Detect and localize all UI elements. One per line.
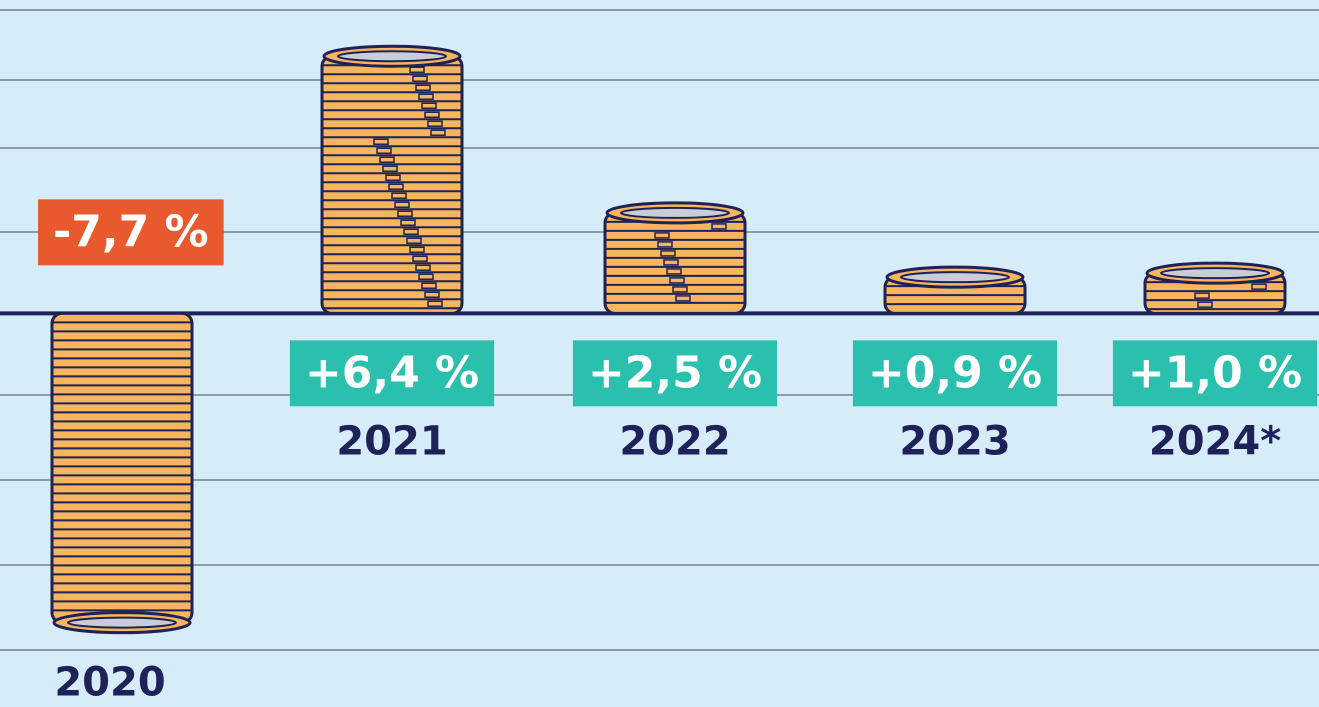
- value-label: +6,4 %: [305, 347, 479, 398]
- x-tick-label: 2024*: [1149, 418, 1281, 464]
- chart: -7,7 % 2020 +6,4 % 2021 +2,5 % 2022 +0,9 % 2023…: [0, 0, 1319, 707]
- coin-face-inner: [901, 272, 1009, 282]
- bar: [52, 313, 192, 622]
- x-tick-label: 2020: [54, 660, 165, 706]
- coin-stack: [1145, 263, 1285, 313]
- coin-face-inner: [68, 618, 176, 628]
- coin-face-inner: [338, 51, 446, 61]
- value-label: +2,5 %: [588, 347, 762, 398]
- value-label: +0,9 %: [868, 347, 1042, 398]
- page: {"chart_data": {"type": "bar", "categori…: [0, 0, 1319, 707]
- value-label: -7,7 %: [53, 206, 209, 257]
- coin-stack: [322, 46, 462, 313]
- coin-stack: [52, 313, 192, 632]
- coin-face-inner: [621, 208, 729, 218]
- coin-face-inner: [1161, 268, 1269, 278]
- value-label: +1,0 %: [1128, 347, 1302, 398]
- coin-stack: [885, 267, 1025, 313]
- bar: [605, 213, 745, 313]
- x-tick-label: 2021: [336, 418, 447, 464]
- x-tick-label: 2022: [619, 418, 730, 464]
- x-tick-label: 2023: [899, 418, 1010, 464]
- coin-stack: [605, 203, 745, 313]
